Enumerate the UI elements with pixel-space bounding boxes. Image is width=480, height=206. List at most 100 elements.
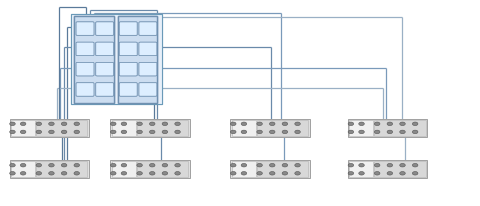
Ellipse shape [10, 122, 15, 126]
Ellipse shape [162, 164, 168, 167]
Ellipse shape [257, 122, 263, 126]
Ellipse shape [74, 164, 80, 167]
FancyBboxPatch shape [120, 63, 137, 76]
Ellipse shape [61, 172, 67, 175]
Ellipse shape [374, 131, 380, 134]
Ellipse shape [121, 172, 127, 175]
Ellipse shape [137, 122, 143, 126]
Bar [112, 161, 136, 178]
Ellipse shape [269, 172, 275, 175]
Bar [232, 161, 256, 178]
Ellipse shape [348, 131, 354, 134]
Ellipse shape [241, 122, 247, 126]
FancyBboxPatch shape [139, 43, 157, 56]
Ellipse shape [36, 122, 42, 126]
Ellipse shape [412, 164, 418, 167]
Ellipse shape [149, 131, 155, 134]
FancyBboxPatch shape [139, 63, 157, 76]
Bar [71, 15, 162, 105]
Ellipse shape [230, 131, 236, 134]
Ellipse shape [149, 122, 155, 126]
Ellipse shape [175, 131, 180, 134]
FancyBboxPatch shape [120, 63, 137, 76]
Ellipse shape [74, 172, 80, 175]
Ellipse shape [282, 131, 288, 134]
Ellipse shape [20, 122, 26, 126]
Ellipse shape [387, 172, 393, 175]
FancyBboxPatch shape [96, 83, 114, 97]
Ellipse shape [36, 164, 42, 167]
Bar [110, 161, 190, 178]
Ellipse shape [230, 164, 236, 167]
Ellipse shape [412, 122, 418, 126]
Bar [110, 119, 190, 137]
Ellipse shape [36, 172, 42, 175]
FancyBboxPatch shape [76, 63, 94, 76]
FancyBboxPatch shape [139, 83, 157, 97]
Ellipse shape [74, 122, 80, 126]
Ellipse shape [359, 172, 364, 175]
Ellipse shape [10, 164, 15, 167]
FancyBboxPatch shape [139, 23, 157, 36]
Ellipse shape [241, 131, 247, 134]
Ellipse shape [257, 131, 263, 134]
FancyBboxPatch shape [96, 23, 114, 36]
Ellipse shape [149, 164, 155, 167]
Bar [11, 161, 35, 178]
FancyBboxPatch shape [139, 83, 157, 97]
Bar [74, 16, 114, 103]
Ellipse shape [10, 172, 15, 175]
Ellipse shape [175, 164, 180, 167]
Ellipse shape [20, 131, 26, 134]
Ellipse shape [20, 172, 26, 175]
Ellipse shape [374, 164, 380, 167]
FancyBboxPatch shape [139, 43, 157, 56]
FancyBboxPatch shape [76, 63, 94, 76]
Ellipse shape [295, 164, 300, 167]
Ellipse shape [110, 122, 116, 126]
Bar [112, 120, 136, 136]
Bar [36, 161, 87, 178]
Bar [232, 120, 256, 136]
Ellipse shape [374, 172, 380, 175]
Ellipse shape [48, 172, 54, 175]
Ellipse shape [162, 122, 168, 126]
Ellipse shape [110, 172, 116, 175]
FancyBboxPatch shape [120, 23, 137, 36]
Ellipse shape [282, 164, 288, 167]
FancyBboxPatch shape [96, 43, 114, 56]
FancyBboxPatch shape [76, 23, 94, 36]
Ellipse shape [400, 131, 405, 134]
Bar [36, 120, 87, 136]
FancyBboxPatch shape [120, 23, 137, 36]
Ellipse shape [110, 164, 116, 167]
Ellipse shape [121, 122, 127, 126]
Ellipse shape [137, 172, 143, 175]
FancyBboxPatch shape [76, 43, 94, 56]
Ellipse shape [374, 122, 380, 126]
Ellipse shape [257, 172, 263, 175]
Ellipse shape [61, 122, 67, 126]
Ellipse shape [282, 122, 288, 126]
Ellipse shape [175, 122, 180, 126]
Bar [348, 161, 427, 178]
Bar [10, 161, 89, 178]
Ellipse shape [241, 172, 247, 175]
Ellipse shape [295, 131, 300, 134]
Ellipse shape [48, 131, 54, 134]
Ellipse shape [48, 164, 54, 167]
Bar [257, 161, 308, 178]
Bar [74, 16, 114, 103]
Ellipse shape [387, 164, 393, 167]
Ellipse shape [400, 172, 405, 175]
Ellipse shape [400, 164, 405, 167]
FancyBboxPatch shape [76, 43, 94, 56]
FancyBboxPatch shape [120, 83, 137, 97]
FancyBboxPatch shape [76, 83, 94, 97]
Ellipse shape [400, 122, 405, 126]
FancyBboxPatch shape [120, 43, 137, 56]
Ellipse shape [387, 122, 393, 126]
FancyBboxPatch shape [76, 83, 94, 97]
Ellipse shape [137, 131, 143, 134]
FancyBboxPatch shape [96, 63, 114, 76]
